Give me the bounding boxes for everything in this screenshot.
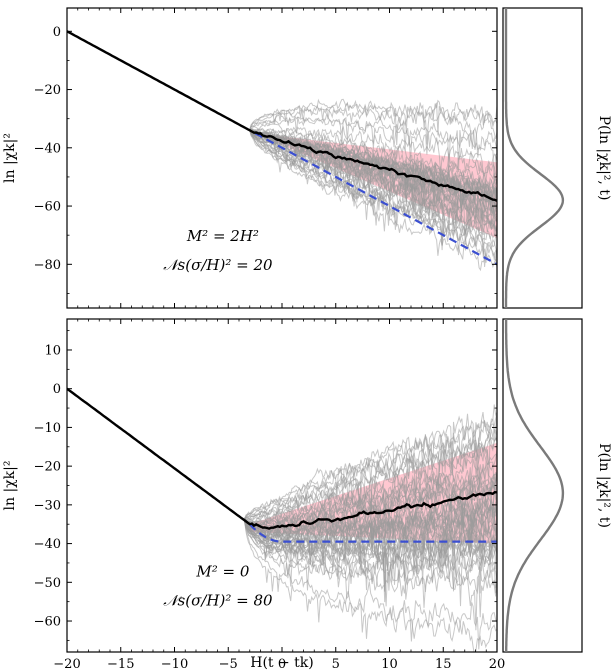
distribution-label: P(ln |χk|², t) [596, 443, 612, 528]
deterministic-line [249, 523, 497, 543]
sample-trajectory [249, 129, 497, 233]
sample-trajectory [243, 519, 497, 618]
sample-trajectory [249, 105, 497, 150]
sample-trajectory [243, 519, 497, 652]
sample-trajectory [249, 98, 497, 136]
mean-line [67, 30, 497, 202]
bottom-distribution-panel: P(ln |χk|², t) [502, 318, 612, 653]
sample-trajectory [249, 112, 497, 173]
y-tick-label: 0 [53, 382, 61, 397]
x-tick-label: 0 [278, 657, 286, 671]
y-axis-label: ln |χk|² [2, 461, 18, 511]
sample-trajectory [243, 520, 497, 591]
y-axis-label: ln |χk|² [2, 133, 18, 183]
x-tick-label: 5 [332, 657, 340, 671]
distribution-curve [504, 8, 565, 308]
distribution-frame [502, 7, 583, 309]
x-tick-label: 10 [381, 657, 398, 671]
y-tick-label: −40 [34, 141, 61, 156]
y-tick-label: −40 [34, 537, 61, 552]
sample-trajectory [249, 130, 497, 233]
y-tick-label: −20 [34, 460, 61, 475]
x-tick-label: −15 [107, 657, 134, 671]
x-tick-label: −20 [53, 657, 80, 671]
plot-area [67, 30, 497, 272]
x-tick-label: 15 [435, 657, 452, 671]
sample-trajectory [244, 466, 497, 536]
sample-trajectory [249, 129, 497, 196]
sample-trajectory [243, 510, 497, 570]
y-tick-label: −10 [34, 421, 61, 436]
y-tick-label: −60 [34, 615, 61, 630]
annotation-mass: M² = 2H² [186, 227, 259, 245]
y-tick-label: −20 [34, 83, 61, 98]
sample-trajectory [249, 129, 497, 272]
annotation-noise: 𝒩s(σ/H)² = 80 [163, 592, 273, 610]
distribution-frame [502, 318, 583, 653]
top-distribution-panel: P(ln |χk|², t) [502, 7, 612, 309]
x-tick-label: −10 [161, 657, 188, 671]
x-axis-label: H(t − tk) [250, 655, 314, 671]
x-tick-label: −5 [219, 657, 238, 671]
top-panel: 0 −20 −40 −60 −80 ln |χk|² M² = 2H² 𝒩s(σ/H)² = … [2, 7, 498, 309]
y-tick-label: −50 [34, 576, 61, 591]
distribution-curve [504, 319, 565, 652]
x-tick-label: 20 [489, 657, 506, 671]
deterministic-line [254, 132, 497, 266]
bottom-panel: −20 −15 −10 −5 0 5 10 15 20100−10−20−30−40−50−60… [2, 318, 506, 671]
y-tick-label: 10 [44, 343, 61, 358]
sample-trajectory [243, 414, 497, 522]
plot-area [67, 387, 497, 652]
distribution-label: P(ln |χk|², t) [596, 116, 612, 201]
sample-trajectory [243, 518, 497, 600]
sample-trajectory [243, 433, 497, 527]
sample-trajectory [243, 412, 497, 521]
sample-trajectory [249, 116, 497, 184]
sample-trajectory [243, 521, 497, 631]
y-tick-label: −80 [34, 258, 61, 273]
y-tick-label: −30 [34, 498, 61, 513]
annotation-noise: 𝒩s(σ/H)² = 20 [163, 256, 273, 274]
annotation-mass: M² = 0 [195, 562, 249, 580]
y-tick-label: 0 [53, 25, 61, 40]
y-tick-label: −60 [34, 200, 61, 215]
sample-trajectory [243, 501, 497, 555]
mean-line [67, 387, 497, 530]
